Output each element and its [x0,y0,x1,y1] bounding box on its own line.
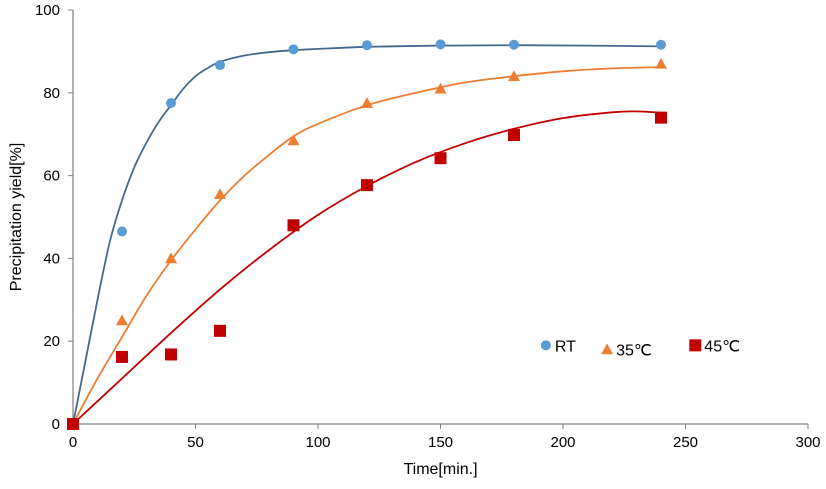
data-point-45c [67,418,79,430]
data-point-rt [656,39,666,50]
data-point-35c [434,82,447,94]
data-point-rt [435,39,446,50]
legend-marker-rt [540,340,551,351]
data-point-45c [287,219,300,232]
x-tick-label: 0 [69,434,77,451]
y-tick-label: 20 [43,333,60,350]
x-tick-label: 100 [305,434,330,451]
data-point-rt [288,44,299,55]
data-point-rt [215,60,225,71]
data-point-35c [361,97,373,108]
data-point-35c [214,188,226,200]
y-tick-label: 80 [43,85,60,102]
data-point-45c [116,350,128,363]
x-ticks: 0 50 100 150 200 250 300 [69,424,821,451]
y-tick-label: 40 [43,250,60,267]
data-point-35c [165,252,177,264]
legend: RT 35℃ 45℃ [540,338,740,359]
fit-curve-45c [72,110,662,425]
legend-marker-45c [689,339,702,352]
x-tick-label: 200 [550,434,575,451]
data-point-rt [117,226,127,237]
data-point-rt [166,98,176,109]
data-point-35c [287,134,300,146]
legend-label-35c: 35℃ [616,342,652,359]
legend-label-rt: RT [555,338,576,355]
data-point-35c [508,70,520,82]
x-axis-title: Time[min.] [403,461,477,478]
data-point-rt [362,40,372,51]
y-axis-title: Precipitation yield[%] [8,143,25,292]
data-point-35c [116,314,128,326]
x-tick-label: 250 [673,434,698,451]
x-tick-label: 300 [795,434,820,451]
x-tick-label: 150 [428,434,453,451]
y-tick-label: 60 [43,168,60,185]
data-point-45c [361,179,373,192]
data-point-35c [655,57,667,69]
data-point-45c [434,152,447,165]
axes: 0 50 100 150 200 250 300 0 20 40 60 80 100 [35,2,821,451]
y-tick-label: 0 [52,416,60,433]
legend-marker-35c [601,343,614,355]
x-tick-label: 50 [187,434,204,451]
data-point-45c [655,111,667,124]
data-point-45c [165,348,177,361]
fit-curves [72,44,662,425]
legend-label-45c: 45℃ [704,338,740,355]
y-tick-label: 100 [35,2,60,19]
data-point-45c [214,324,226,337]
data-point-rt [509,39,519,50]
fit-curve-35c [72,66,662,425]
y-ticks: 0 20 40 60 80 100 [35,2,73,433]
fit-curve-rt [72,44,662,425]
data-markers [67,39,667,430]
data-point-45c [508,129,520,142]
